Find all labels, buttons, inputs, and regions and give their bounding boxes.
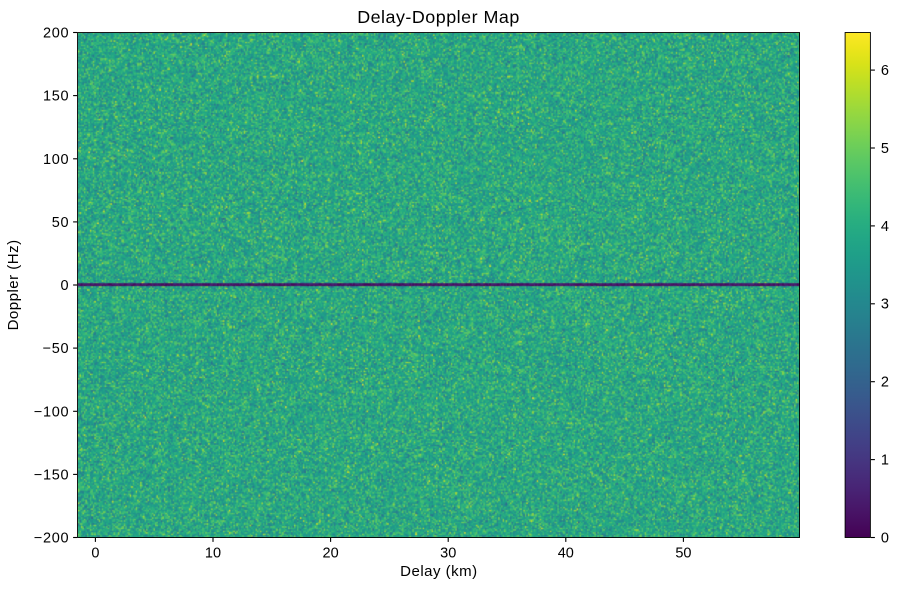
svg-text:20: 20 [323, 545, 339, 561]
svg-text:200: 200 [43, 26, 69, 42]
svg-text:40: 40 [558, 545, 574, 561]
svg-text:150: 150 [43, 89, 69, 105]
svg-text:10: 10 [205, 545, 221, 561]
svg-text:50: 50 [52, 215, 70, 231]
svg-text:−100: −100 [34, 404, 69, 420]
svg-text:50: 50 [675, 545, 691, 561]
svg-text:1: 1 [881, 453, 889, 469]
svg-text:6: 6 [881, 63, 889, 79]
svg-text:100: 100 [43, 152, 69, 168]
svg-text:Doppler (Hz): Doppler (Hz) [5, 239, 22, 330]
svg-text:5: 5 [881, 141, 889, 157]
svg-text:3: 3 [881, 297, 889, 313]
svg-text:−150: −150 [34, 467, 69, 483]
svg-text:Delay (km): Delay (km) [400, 563, 478, 580]
svg-text:−50: −50 [43, 341, 70, 357]
svg-text:2: 2 [881, 375, 889, 391]
svg-text:0: 0 [881, 530, 889, 546]
svg-text:−200: −200 [34, 531, 69, 547]
svg-text:30: 30 [440, 545, 456, 561]
svg-text:0: 0 [61, 278, 70, 294]
svg-text:0: 0 [91, 545, 99, 561]
svg-text:4: 4 [881, 219, 889, 235]
svg-text:Delay-Doppler Map: Delay-Doppler Map [357, 7, 520, 27]
